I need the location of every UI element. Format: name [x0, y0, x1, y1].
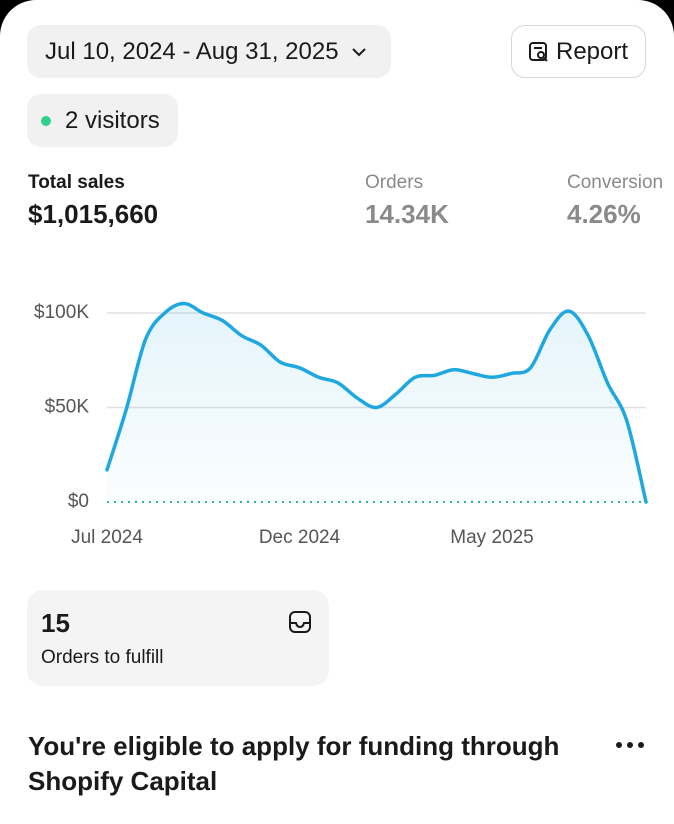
more-button[interactable] [615, 741, 645, 749]
x-tick-label: May 2025 [450, 527, 533, 548]
sales-line [105, 301, 648, 504]
date-range: Jul 10, 2024 - Aug 31, 2025 [45, 37, 339, 65]
fulfill-count: 15 [41, 608, 70, 638]
visitors: 2 visitors [65, 106, 160, 134]
metric-label[interactable]: Conversion [567, 172, 664, 193]
fulfill-card[interactable]: 15 Orders to fulfill [27, 590, 329, 686]
x-tick-label: Dec 2024 [259, 527, 341, 548]
metric-value: $1,015,660 [28, 199, 159, 229]
y-tick-label: $100K [34, 302, 89, 323]
area-fill [107, 303, 646, 502]
visitors-pill[interactable]: 2 visitors [27, 94, 178, 147]
metric-label[interactable]: Orders [365, 172, 424, 193]
fulfill-label: Orders to fulfill [41, 647, 164, 668]
report-label: Report [556, 37, 629, 65]
metric-value: 14.34K [365, 199, 449, 229]
live-dot [41, 115, 51, 126]
date-range-button[interactable]: Jul 10, 2024 - Aug 31, 2025 [27, 25, 391, 78]
report-button[interactable]: Report [511, 25, 646, 78]
y-tick-label: $50K [45, 397, 90, 418]
y-tick-label: $0 [68, 491, 89, 512]
metric-label[interactable]: Total sales [28, 172, 125, 193]
chevron-icon [351, 47, 366, 56]
inbox-icon [289, 611, 311, 633]
x-tick-label: Jul 2024 [71, 527, 143, 548]
metric-value: 4.26% [567, 199, 641, 229]
sales-chart: $0 $50K $100K Jul 2024 Dec 2024 May 2025 [34, 301, 648, 548]
funding-title: You're eligible to apply for funding thr… [28, 731, 560, 796]
report-icon [529, 41, 548, 62]
